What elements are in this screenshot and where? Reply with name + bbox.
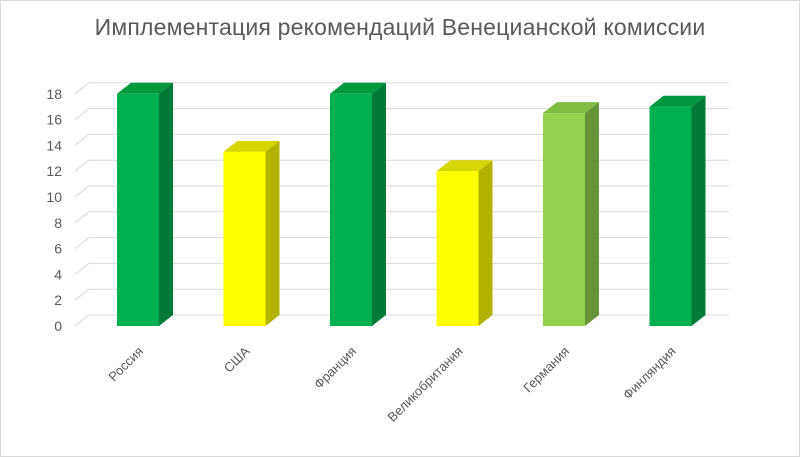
- gridline: [74, 237, 729, 249]
- gridline: [74, 159, 729, 172]
- bar-top: [436, 160, 493, 172]
- bar-front: [223, 151, 266, 326]
- gridline: [74, 211, 729, 224]
- bar: [543, 102, 599, 327]
- bar-top: [543, 102, 599, 114]
- gridlines: [74, 82, 729, 327]
- y-tick-label: 16: [46, 112, 62, 128]
- bar: [436, 160, 493, 326]
- bar: [117, 82, 173, 326]
- bar-side: [159, 82, 173, 326]
- bar-top: [223, 140, 280, 152]
- bar: [223, 140, 280, 326]
- bars: [117, 82, 706, 327]
- bar: [649, 95, 706, 326]
- category-label: Великобритания: [384, 344, 465, 425]
- y-axis-ticks: 0 2 4 6 8 10 12 14 16 18: [46, 86, 62, 334]
- y-tick-label: 4: [54, 266, 62, 282]
- gridline: [74, 108, 729, 120]
- bar-front: [436, 171, 479, 326]
- bar-front: [543, 113, 585, 327]
- y-tick-label: 6: [54, 241, 62, 257]
- gridline: [74, 185, 729, 198]
- category-label: Россия: [105, 344, 146, 385]
- gridline: [74, 262, 729, 275]
- chart-title: Имплементация рекомендаций Венецианской …: [94, 14, 706, 40]
- gridline: [74, 314, 729, 327]
- bar-top: [330, 82, 386, 94]
- y-tick-label: 0: [54, 318, 62, 334]
- y-tick-label: 14: [46, 137, 62, 153]
- x-axis-categories: Россия США Франция Великобритания Германия Фи…: [105, 343, 678, 424]
- y-tick-label: 12: [46, 163, 62, 179]
- bar-top: [649, 95, 706, 107]
- category-label: Финляндия: [620, 344, 679, 403]
- gridline: [74, 82, 729, 95]
- y-tick-label: 2: [54, 292, 62, 308]
- y-tick-label: 8: [54, 215, 62, 231]
- category-label: Франция: [311, 344, 359, 392]
- bar-front: [649, 106, 692, 326]
- bar-top: [117, 82, 173, 94]
- category-label: Германия: [520, 344, 572, 396]
- y-tick-label: 10: [46, 189, 62, 205]
- y-tick-label: 18: [46, 86, 62, 102]
- bar-side: [265, 140, 280, 326]
- bar-side: [691, 95, 706, 326]
- bar-side: [585, 102, 599, 327]
- category-label: США: [221, 343, 253, 375]
- bar-front: [330, 93, 372, 326]
- bar-side: [478, 160, 493, 326]
- bar: [330, 82, 386, 326]
- gridline: [74, 288, 729, 301]
- bar-front: [117, 93, 159, 326]
- gridline: [74, 133, 729, 146]
- bar-side: [372, 82, 386, 326]
